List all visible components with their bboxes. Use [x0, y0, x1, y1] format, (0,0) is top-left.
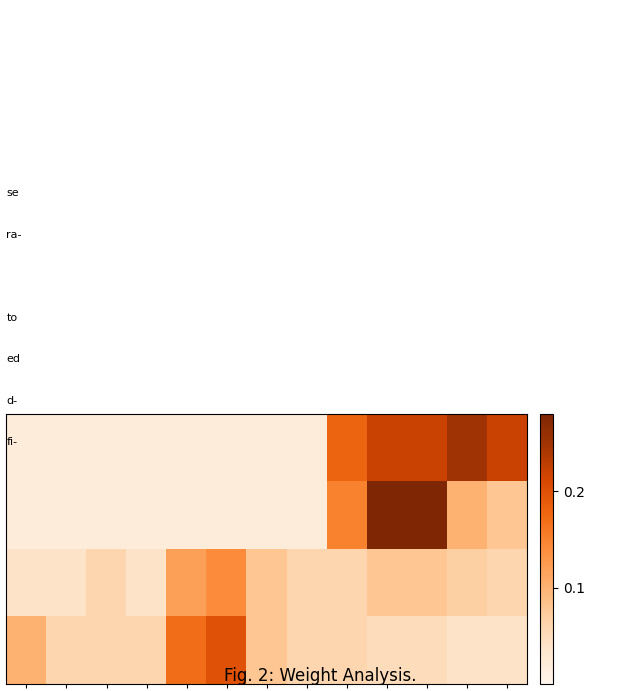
Text: Fig. 2: Weight Analysis.: Fig. 2: Weight Analysis. [224, 667, 416, 685]
Text: to: to [6, 313, 17, 323]
Text: fi-: fi- [6, 437, 17, 447]
Text: d-: d- [6, 396, 17, 406]
Text: ra-: ra- [6, 230, 22, 240]
Text: se: se [6, 189, 19, 198]
Text: ed: ed [6, 354, 20, 364]
